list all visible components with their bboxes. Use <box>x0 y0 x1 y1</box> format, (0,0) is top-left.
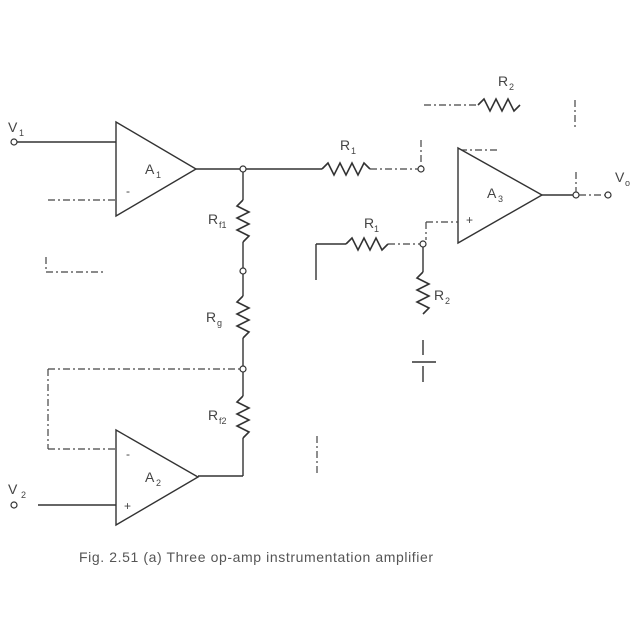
op-amp-a2-subscript: 2 <box>156 478 161 488</box>
op-amp-a2-label: A <box>145 469 155 485</box>
input-v1-label: V <box>8 119 18 135</box>
input-v2-label: V <box>8 481 18 497</box>
resistor-rf2-subscript: f2 <box>219 416 227 426</box>
op-amp-a2-inverting-sign: - <box>126 447 130 461</box>
resistor-r1-lower-label: R <box>364 215 374 231</box>
resistor-rf1-subscript: f1 <box>219 220 227 230</box>
ground-symbol <box>412 361 436 382</box>
resistor-rg-label: R <box>206 309 216 325</box>
resistor-r2-ground-subscript: 2 <box>445 296 450 306</box>
resistor-rf2: R f2 <box>208 395 251 439</box>
resistor-r1-lower: R 1 <box>345 215 389 252</box>
input-v1-terminal: V 1 <box>8 119 96 146</box>
op-amp-a3: A 3 + <box>457 146 544 245</box>
resistor-r2-feedback: R 2 <box>477 73 521 113</box>
resistor-rg-subscript: g <box>217 318 222 328</box>
op-amp-a1: A 1 - <box>96 120 198 218</box>
input-v1-subscript: 1 <box>19 128 24 138</box>
a3-noninverting-node <box>419 240 427 248</box>
resistor-rf1: R f1 <box>208 199 251 243</box>
resistor-r1-upper-label: R <box>340 137 350 153</box>
op-amp-a2-noninverting-sign: + <box>124 499 131 513</box>
a3-inverting-node <box>417 165 425 173</box>
resistor-r1-upper-subscript: 1 <box>351 146 356 156</box>
resistor-r1-lower-subscript: 1 <box>374 224 379 234</box>
resistor-r2-feedback-label: R <box>498 73 508 89</box>
a1-output-node <box>239 165 247 173</box>
output-vo-terminal: V o <box>579 169 630 199</box>
resistor-r1-upper: R 1 <box>321 137 371 177</box>
output-vo-subscript: o <box>625 178 630 188</box>
figure-caption: Fig. 2.51 (a) Three op-amp instrumentati… <box>79 549 434 565</box>
resistor-r2-ground: R 2 <box>415 271 450 315</box>
input-v2-subscript: 2 <box>21 490 26 500</box>
resistor-rf1-label: R <box>208 211 218 227</box>
rg-rf2-node <box>239 365 247 373</box>
op-amp-a1-inverting-sign: - <box>126 184 130 198</box>
output-vo-label: V <box>615 169 625 185</box>
op-amp-a1-label: A <box>145 161 155 177</box>
op-amp-a3-subscript: 3 <box>498 194 503 204</box>
resistor-rg: R g <box>206 295 251 339</box>
op-amp-a2: A 2 - + <box>115 428 200 527</box>
rf1-rg-node <box>239 267 247 275</box>
resistor-rf2-label: R <box>208 407 218 423</box>
input-v2-terminal: V 2 <box>8 481 116 509</box>
resistor-r2-ground-label: R <box>434 287 444 303</box>
op-amp-a1-subscript: 1 <box>156 170 161 180</box>
output-vo-node <box>572 191 580 199</box>
resistor-r2-feedback-subscript: 2 <box>509 82 514 92</box>
op-amp-a3-noninverting-sign: + <box>466 213 473 227</box>
op-amp-a3-label: A <box>487 185 497 201</box>
